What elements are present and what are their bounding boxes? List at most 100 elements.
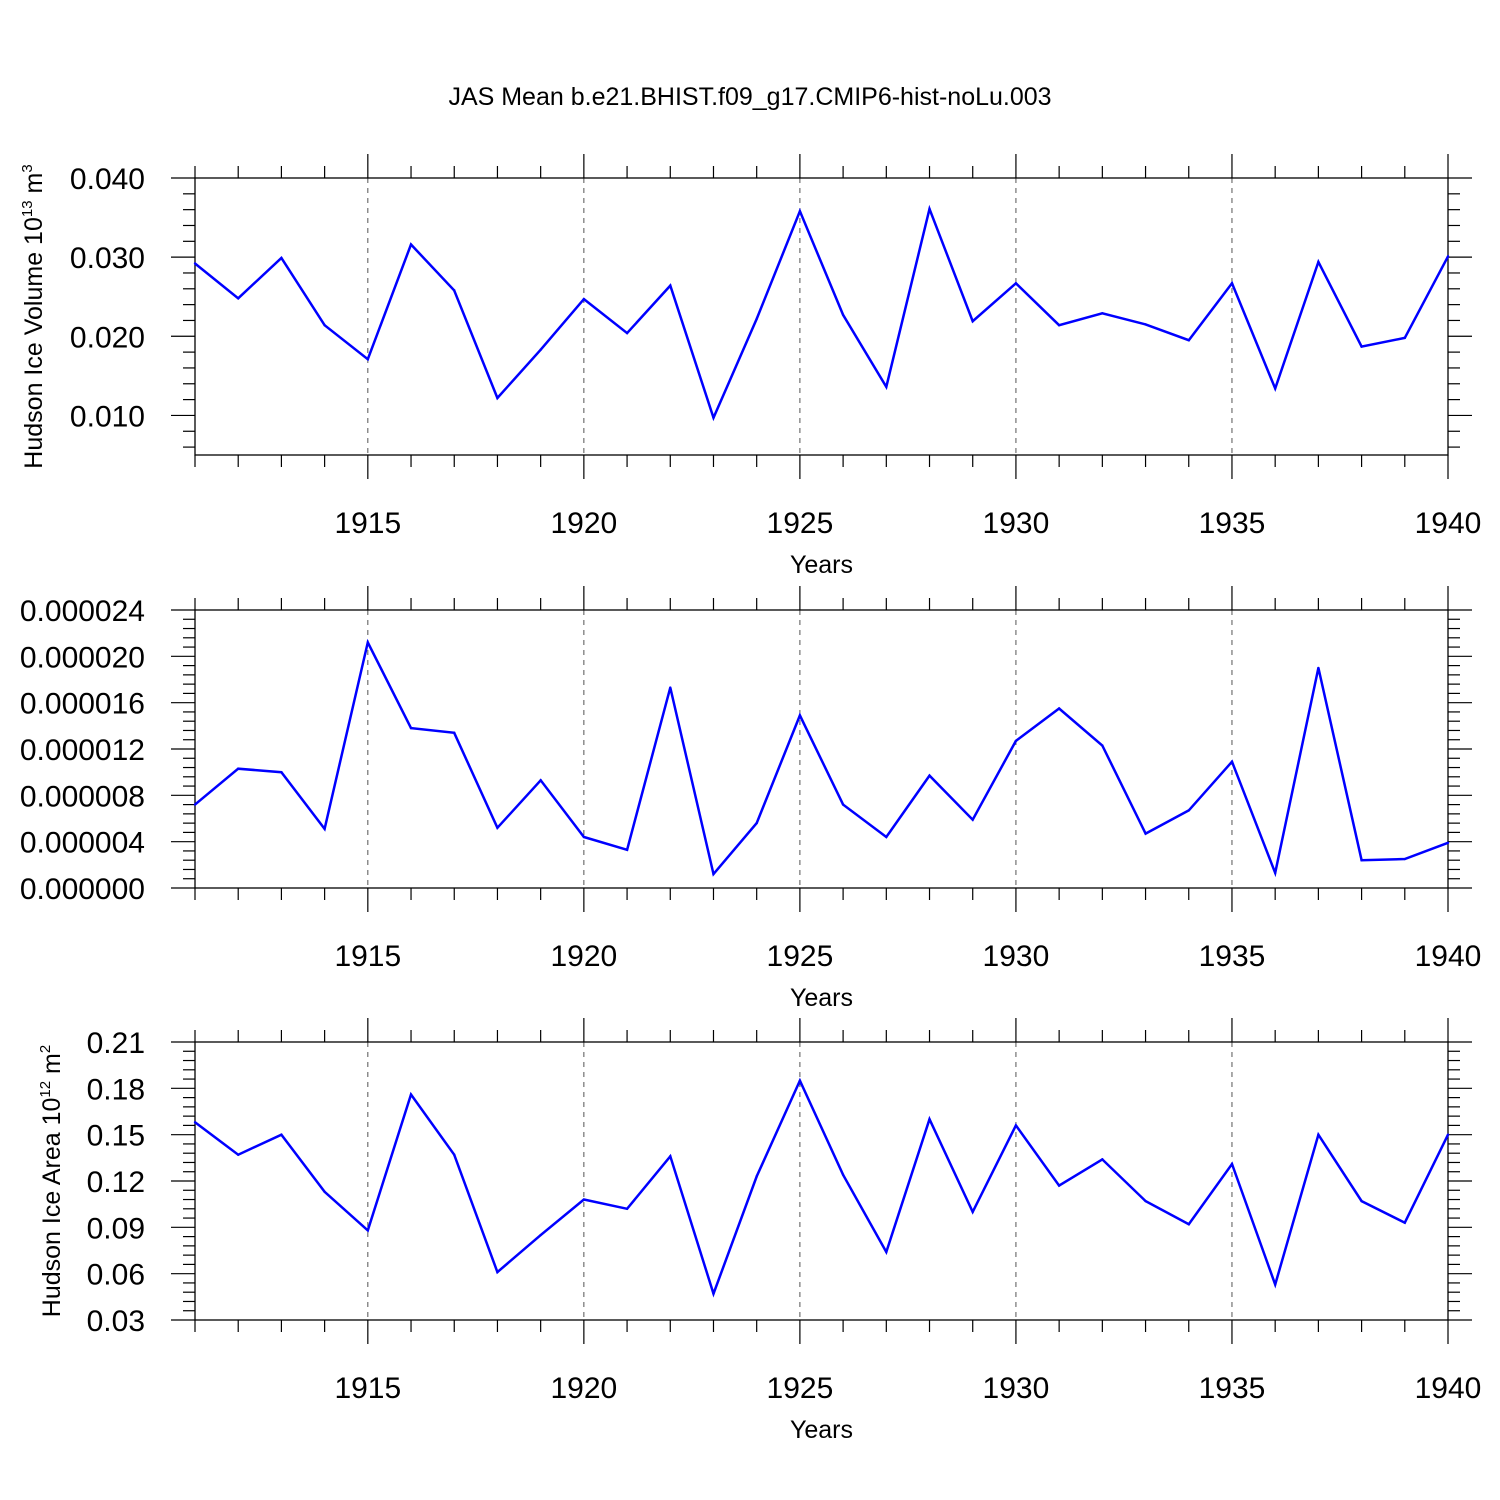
data-point xyxy=(712,872,715,876)
x-tick-label: 1930 xyxy=(983,940,1050,973)
data-point xyxy=(323,827,326,831)
data-point xyxy=(237,767,240,770)
data-point xyxy=(1273,1283,1277,1286)
data-point xyxy=(1446,255,1450,258)
data-point xyxy=(755,317,758,321)
data-point xyxy=(280,1133,283,1136)
y-axis-label-base: Hudson Ice Volume 10 xyxy=(20,217,48,469)
data-point xyxy=(928,774,931,777)
data-point xyxy=(885,1250,888,1254)
panel-2: 1915 1920 1925 1930 1935 1940 Years 0.000000 0.0… xyxy=(20,586,1482,1012)
x-axis-label: Years xyxy=(790,984,853,1012)
data-point xyxy=(582,1198,586,1201)
data-point xyxy=(1446,841,1450,845)
y-tick-label: 0.000016 xyxy=(20,688,145,721)
data-point xyxy=(496,396,499,400)
data-point xyxy=(1403,857,1406,861)
y-tick-label: 0.21 xyxy=(87,1027,145,1060)
data-point xyxy=(193,262,197,265)
data-point xyxy=(582,835,586,839)
data-point xyxy=(928,207,931,211)
data-point xyxy=(1230,760,1234,763)
data-point xyxy=(582,297,586,301)
plot-frame xyxy=(194,177,1449,456)
y-tick-label: 0.03 xyxy=(87,1305,145,1338)
y-tick-label: 0.020 xyxy=(70,321,145,354)
data-point xyxy=(409,243,413,246)
data-point xyxy=(712,416,715,420)
data-point xyxy=(1101,312,1104,315)
y-axis-label-unit-exp: 2 xyxy=(37,1045,54,1053)
y-axis-label: Hudson Ice Area 1012 m2 xyxy=(37,1045,66,1317)
data-point xyxy=(323,324,326,327)
data-point xyxy=(928,1118,931,1121)
data-point xyxy=(539,348,542,351)
y-tick-label: 0.18 xyxy=(87,1073,145,1106)
data-point xyxy=(755,821,758,825)
x-tick-label: 1940 xyxy=(1415,507,1482,540)
x-tick-label: 1930 xyxy=(983,507,1050,540)
y-tick-label: 0.040 xyxy=(70,163,145,196)
data-point xyxy=(841,313,845,317)
data-point xyxy=(669,686,672,689)
y-tick-label: 0.000020 xyxy=(20,641,145,674)
data-point xyxy=(1403,336,1406,340)
y-axis-label-unit: m xyxy=(38,1053,66,1081)
y-tick-label: 0.000024 xyxy=(20,595,145,628)
data-point xyxy=(1317,1133,1320,1136)
y-tick-label: 0.15 xyxy=(87,1120,145,1153)
data-point xyxy=(366,358,370,361)
data-point xyxy=(1317,666,1320,670)
data-point xyxy=(1187,339,1190,342)
data-point xyxy=(712,1292,715,1295)
x-tick-label: 1920 xyxy=(550,1372,617,1405)
data-point xyxy=(453,731,456,734)
data-point xyxy=(1446,1133,1450,1136)
series-line xyxy=(194,638,1449,878)
data-point xyxy=(1230,1162,1234,1166)
data-point xyxy=(1101,1158,1104,1161)
data-point xyxy=(280,256,283,260)
data-point xyxy=(1230,282,1234,285)
x-tick-label: 1920 xyxy=(550,940,617,973)
y-axis-label-base: Hudson Ice Area 10 xyxy=(38,1098,66,1318)
data-point xyxy=(841,803,845,806)
data-point xyxy=(193,1121,197,1124)
data-point xyxy=(323,1190,326,1194)
y-tick-label: 0.000004 xyxy=(20,827,145,860)
data-point xyxy=(625,848,629,851)
x-tick-label: 1935 xyxy=(1199,1372,1266,1405)
data-point xyxy=(625,1207,629,1211)
data-point xyxy=(366,641,370,644)
x-tick-label: 1935 xyxy=(1199,507,1266,540)
data-point xyxy=(971,818,974,821)
y-tick-label: 0.06 xyxy=(87,1259,145,1292)
panel-3: 1915 1920 1925 1930 1935 1940 Years 0.03 0.06 0.0… xyxy=(37,1018,1481,1444)
data-point xyxy=(798,210,802,213)
data-point xyxy=(1187,1223,1190,1226)
x-tick-label: 1940 xyxy=(1415,940,1482,973)
x-tick-label: 1915 xyxy=(334,940,401,973)
data-point xyxy=(496,826,499,829)
data-point xyxy=(1144,832,1147,835)
x-tick-label: 1915 xyxy=(334,1372,401,1405)
series-line xyxy=(194,204,1450,422)
x-tick-label: 1940 xyxy=(1415,1372,1482,1405)
figure-title: JAS Mean b.e21.BHIST.f09_g17.CMIP6-hist-… xyxy=(448,83,1051,111)
data-point xyxy=(1360,859,1363,862)
y-tick-label: 0.12 xyxy=(87,1166,145,1199)
data-point xyxy=(798,1079,802,1082)
panel-1: 1915 1920 1925 1930 1935 1940 Years 0.010 0.020 0… xyxy=(19,154,1481,579)
data-point xyxy=(409,726,413,730)
data-point xyxy=(409,1093,413,1096)
data-point xyxy=(1403,1221,1406,1224)
data-point xyxy=(669,284,672,287)
data-point xyxy=(885,385,888,389)
data-point xyxy=(1014,739,1018,743)
x-tick-label: 1915 xyxy=(334,507,401,540)
data-point xyxy=(625,331,629,335)
data-point xyxy=(453,1153,456,1156)
y-axis-label: Hudson Ice Volume 1013 m3 xyxy=(19,164,48,468)
y-tick-label: 0.09 xyxy=(87,1212,145,1245)
y-tick-label: 0.000000 xyxy=(20,873,145,906)
